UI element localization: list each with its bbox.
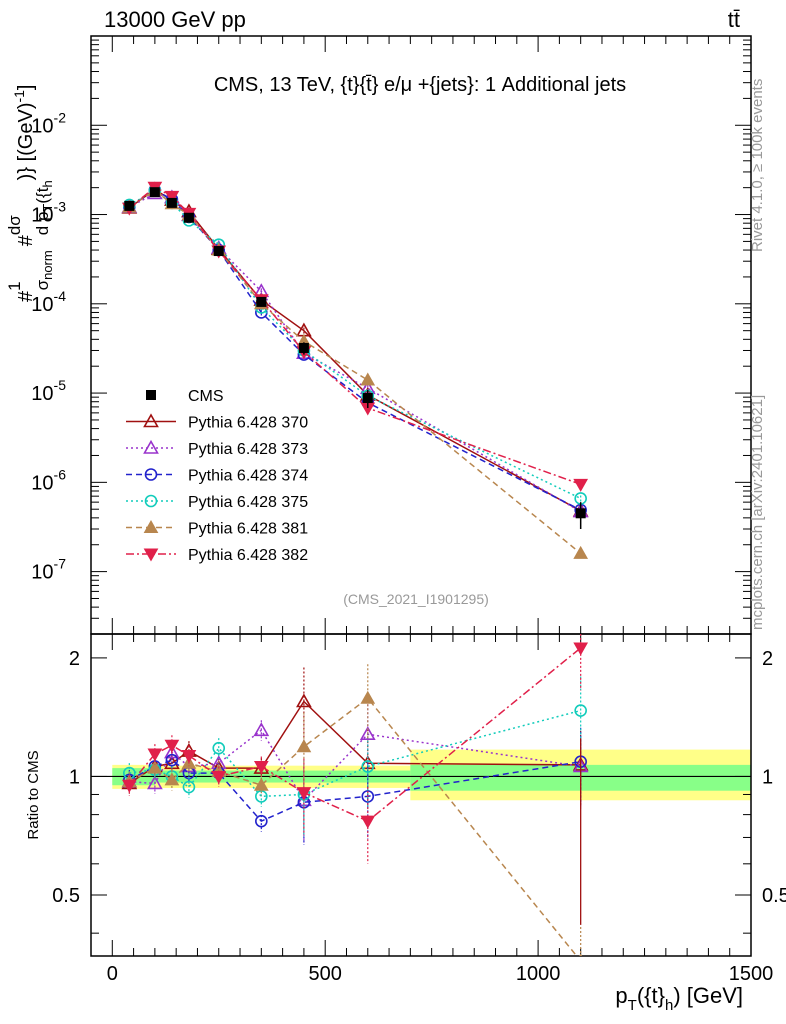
y-tick-exponent: -3: [54, 199, 67, 215]
legend-label: Pythia 6.428 382: [188, 547, 308, 564]
x-axis-label: pT({t}h) [GeV]: [615, 983, 743, 1014]
data-point: [298, 342, 309, 353]
data-point: [124, 200, 135, 211]
series-point: [573, 545, 589, 559]
data-point: [149, 187, 160, 198]
data-point: [213, 246, 224, 257]
series-line-0: [128, 188, 582, 512]
legend-marker: [143, 413, 159, 428]
data-point: [575, 508, 586, 519]
ratio-point: [253, 777, 269, 791]
plot-frames: [90, 35, 752, 957]
ratio-point: [181, 750, 197, 764]
ratio-point: [121, 779, 137, 793]
ratio-point: [147, 760, 163, 774]
ratio-point: [359, 726, 376, 741]
y-tick-exponent: -4: [54, 288, 67, 304]
ratio-point: [255, 814, 268, 828]
ratio-point: [574, 704, 587, 717]
watermark: (CMS_2021_I1901295): [343, 591, 489, 607]
legend-label: Pythia 6.428 370: [188, 415, 308, 432]
main-frame: [90, 35, 752, 635]
ratio-frame: [90, 633, 752, 957]
data-point: [256, 296, 267, 307]
ratio-point: [573, 642, 589, 656]
y-tick-exponent: -7: [54, 556, 67, 572]
series-line-1: [128, 192, 582, 513]
ratio-point: [211, 770, 227, 784]
svg-text:pT({t}h) [GeV]: pT({t}h) [GeV]: [615, 983, 743, 1014]
ratio-point: [146, 775, 163, 790]
series-line-4: [128, 189, 582, 554]
ratio-point: [212, 741, 226, 755]
legend-label: Pythia 6.428 373: [188, 441, 308, 458]
header-left: 13000 GeV pp: [104, 7, 246, 32]
mcplots-label: mcplots.cern.ch [arXiv:2401.10621]: [749, 395, 766, 630]
rivet-label: Rivet 4.1.0, ≥ 100k events: [749, 79, 766, 252]
y-tick-exponent: -2: [54, 109, 67, 125]
y-tick-label: 10-7: [31, 556, 66, 584]
y-tick-label: 10-5: [31, 377, 66, 405]
header-right: tt̄: [728, 7, 740, 32]
legend: CMS Pythia 6.428 370 Pythia 6.428 373 Pythi…: [126, 388, 308, 564]
data-point: [183, 212, 194, 223]
ratio-point: [164, 739, 180, 753]
series-line-2: [128, 189, 582, 511]
ratio-y-tick-label-right: 2: [762, 648, 773, 670]
ratio-series-lines: [121, 634, 589, 956]
legend-label: Pythia 6.428 374: [188, 468, 308, 485]
y-tick-label: 10-6: [31, 466, 66, 494]
ratio-point: [255, 790, 268, 803]
series-point: [573, 478, 589, 492]
ratio-point: [253, 760, 269, 775]
x-tick-label: 1500: [729, 963, 774, 985]
ratio-point: [296, 739, 312, 753]
ratio-point: [296, 787, 312, 801]
legend-marker: [144, 494, 158, 508]
main-series-lines: [121, 181, 589, 559]
ratio-y-tick-label-left: 2: [69, 648, 80, 670]
ratio-point: [579, 953, 583, 956]
chart-title: CMS, 13 TeV, {t}{t̄} e/μ +{jets}: 1 Addi…: [214, 74, 626, 96]
y-tick-exponent: -5: [54, 377, 67, 393]
y-tick-exponent: -6: [54, 466, 67, 482]
ratio-point: [164, 772, 180, 786]
x-tick-label: 500: [309, 963, 342, 985]
series-point: [164, 190, 180, 204]
ratio-point: [360, 815, 376, 829]
ratio-point: [164, 744, 180, 759]
legend-label: CMS: [188, 388, 224, 405]
ratio-point: [182, 780, 196, 794]
legend-marker: [146, 390, 156, 400]
ratio-point: [253, 722, 270, 737]
ratio-point: [361, 760, 375, 773]
legend-label: Pythia 6.428 375: [188, 494, 308, 511]
data-point: [166, 197, 177, 208]
ratio-point: [147, 748, 163, 762]
axis-ticks: [90, 35, 752, 956]
legend-marker: [143, 519, 159, 533]
ratio-bands: [112, 749, 751, 801]
legend-marker: [143, 548, 159, 562]
ratio-y-tick-label-right: 0.5: [762, 885, 786, 907]
x-tick-label: 1000: [516, 963, 561, 985]
series-line-5: [128, 186, 581, 486]
ratio-ylabel: Ratio to CMS: [25, 750, 42, 839]
ratio-y-tick-label-right: 1: [762, 766, 773, 788]
ratio-point: [360, 690, 376, 704]
series-point: [360, 372, 376, 386]
legend-marker: [143, 439, 159, 454]
ratio-y-tick-label-left: 1: [69, 766, 80, 788]
data-point: [362, 393, 373, 404]
ratio-point: [296, 693, 312, 708]
legend-label: Pythia 6.428 381: [188, 521, 308, 538]
ratio-y-tick-label-left: 0.5: [52, 885, 80, 907]
ratio-line-4: [128, 697, 578, 956]
x-tick-label: 0: [107, 963, 118, 985]
ratio-point: [165, 753, 179, 767]
legend-marker: [144, 468, 158, 481]
